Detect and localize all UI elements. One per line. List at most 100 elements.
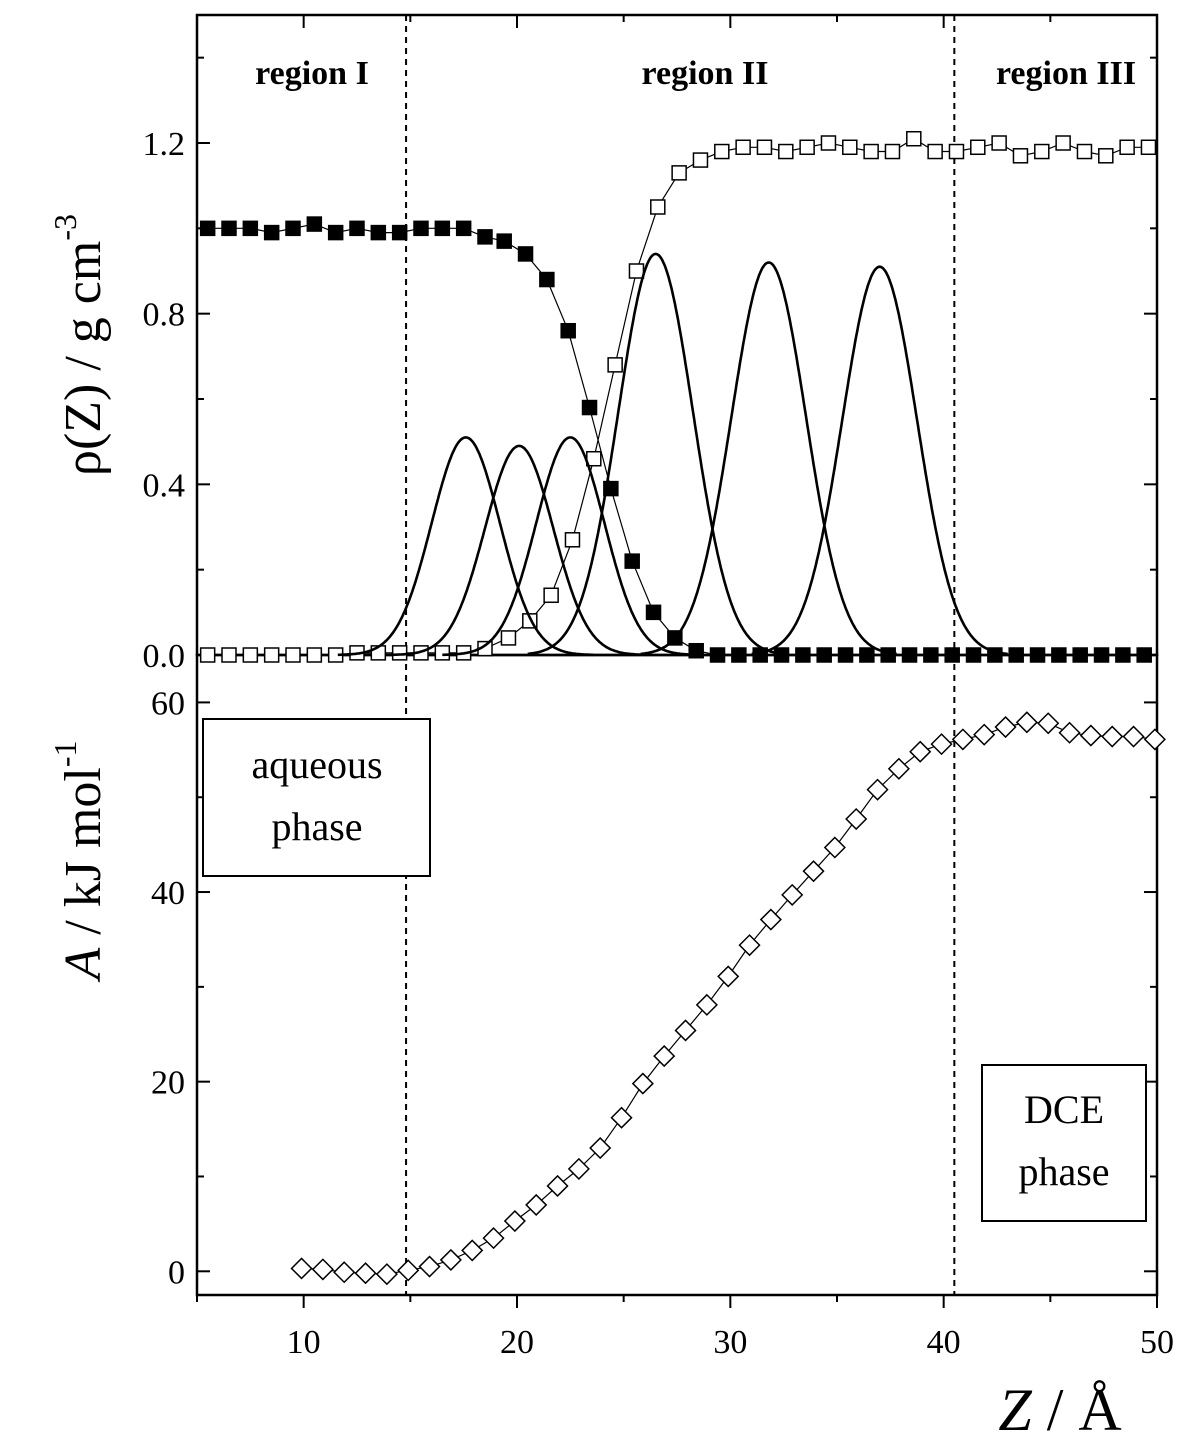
rho-symbol: ρ	[55, 450, 112, 476]
water-density-point	[1115, 647, 1131, 663]
water-density-point	[1093, 647, 1110, 663]
water-density-point	[221, 220, 237, 237]
water-density-point	[816, 647, 832, 663]
x-axis-title: Z / Å	[998, 1377, 1121, 1441]
top-y-tick-label: 0.8	[143, 297, 186, 334]
dce-density-point	[285, 647, 301, 663]
free-energy-point	[653, 1045, 676, 1068]
water-density-point	[517, 246, 534, 262]
free-energy-point	[589, 1136, 612, 1160]
water-density-point	[795, 647, 811, 663]
free-energy-series	[290, 711, 1166, 1286]
dce-phase-line2: phase	[1018, 1149, 1109, 1194]
free-energy-point	[1058, 721, 1081, 744]
dce-density-point	[1140, 139, 1157, 156]
dce-density-point	[970, 139, 986, 156]
dce-density-point	[799, 139, 815, 156]
gaussian-profile-curve	[527, 252, 784, 656]
dce-density-point	[948, 143, 965, 160]
top-y-label-unit: (Z) / g cm	[55, 241, 112, 450]
dce-density-point	[1055, 135, 1071, 151]
water-density-point	[773, 647, 790, 663]
dce-density-point	[221, 647, 237, 663]
z-symbol: Z	[998, 1377, 1032, 1441]
dce-density-point	[820, 135, 837, 151]
dce-density-point	[735, 139, 751, 156]
bottom-y-axis-title: A / kJ mol-1	[47, 741, 112, 983]
top-y-axis: 0.0 0.4 0.8 1.2	[143, 56, 1157, 675]
free-energy-point	[887, 757, 910, 780]
water-density-point	[285, 220, 301, 237]
free-energy-point	[375, 1263, 398, 1286]
x-tick-label: 20	[500, 1324, 534, 1361]
water-density-point	[1029, 647, 1046, 663]
free-energy-point	[973, 723, 996, 746]
free-energy-point	[439, 1248, 462, 1271]
gaussian-profile-curve	[751, 265, 1008, 656]
bottom-panel-frame	[195, 653, 1159, 1297]
top-y-tick-label: 1.2	[143, 126, 186, 163]
water-density-point	[1072, 647, 1088, 663]
water-density-point	[624, 553, 640, 569]
free-energy-point	[546, 1174, 569, 1198]
x-axis: 10 20 30 40 50	[196, 15, 1174, 1361]
open-square-line	[207, 137, 1149, 656]
dce-density-point	[778, 143, 794, 160]
dce-density-point	[607, 357, 623, 373]
x-label-unit: / Å	[1032, 1377, 1122, 1441]
free-energy-point	[567, 1157, 590, 1180]
gaussian-profile-curve	[640, 261, 897, 656]
top-y-tick-label: 0.4	[143, 467, 186, 504]
dce-phase-box	[981, 1064, 1147, 1222]
region-label-1: region I	[255, 55, 369, 92]
water-density-point	[1136, 647, 1152, 663]
bottom-y-tick-label: 40	[151, 875, 185, 912]
dce-density-point	[927, 143, 943, 160]
aqueous-phase-line1: aqueous	[251, 742, 382, 787]
dce-density-point	[391, 645, 408, 661]
aqueous-phase-box	[202, 718, 431, 877]
water-density-point	[477, 229, 493, 245]
density-series	[199, 130, 1157, 663]
dce-density-point	[564, 532, 581, 548]
water-density-point	[370, 224, 387, 241]
dce-density-point	[242, 647, 259, 663]
region-label-2: region II	[642, 55, 769, 92]
dce-density-point	[1034, 143, 1050, 160]
water-density-point	[944, 647, 960, 663]
dce-density-point	[991, 135, 1007, 151]
free-energy-point	[994, 715, 1017, 739]
dce-density-point	[671, 165, 687, 181]
dce-density-point	[1076, 143, 1093, 160]
dce-density-point	[714, 143, 730, 160]
dce-density-point	[756, 139, 773, 156]
free-energy-point	[1122, 725, 1145, 748]
dce-density-point	[1119, 139, 1135, 156]
free-energy-point	[418, 1255, 441, 1278]
free-energy-point	[695, 993, 718, 1016]
water-density-point	[645, 604, 662, 621]
water-density-point	[413, 220, 429, 237]
free-energy-point	[290, 1257, 313, 1280]
water-density-point	[199, 220, 216, 237]
free-energy-point	[610, 1106, 633, 1129]
free-energy-point	[951, 728, 974, 751]
water-density-point	[581, 399, 598, 416]
free-energy-point	[311, 1258, 334, 1281]
free-energy-point	[482, 1227, 505, 1250]
bottom-y-label-exponent: -1	[47, 741, 83, 768]
water-density-point	[263, 224, 280, 241]
aqueous-phase-line2: phase	[271, 804, 362, 849]
top-y-axis-title: ρ(Z) / g cm-3	[47, 214, 112, 476]
water-density-point	[923, 647, 939, 663]
filled-square-line	[207, 223, 1145, 656]
dce-density-point	[263, 647, 280, 663]
bottom-y-axis: 0 20 40 60	[151, 685, 1157, 1291]
water-density-point	[391, 224, 408, 241]
top-panel-frame	[195, 13, 1159, 657]
x-tick-label: 40	[927, 1324, 961, 1361]
dce-density-point	[650, 199, 666, 215]
free-energy-point	[781, 883, 804, 906]
x-tick-label: 50	[1140, 1324, 1174, 1361]
